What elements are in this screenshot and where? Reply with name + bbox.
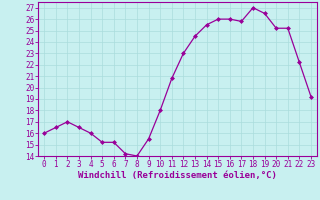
X-axis label: Windchill (Refroidissement éolien,°C): Windchill (Refroidissement éolien,°C): [78, 171, 277, 180]
